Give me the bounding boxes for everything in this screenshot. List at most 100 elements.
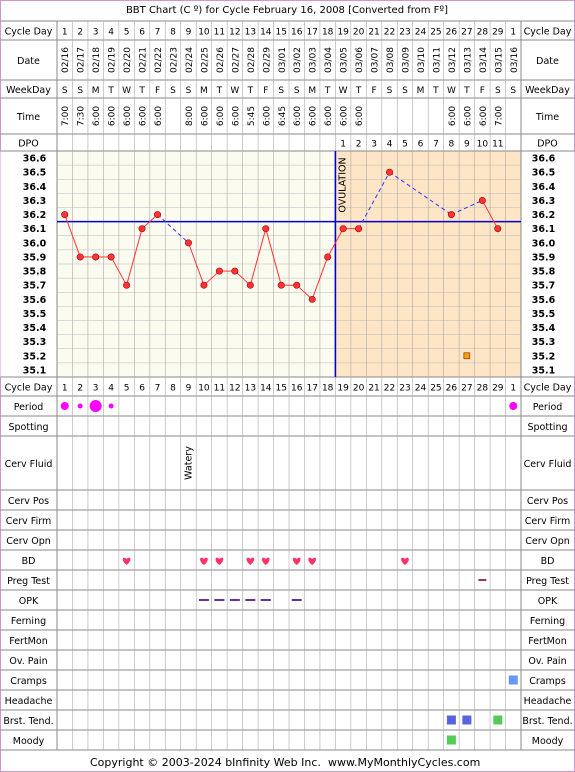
row-label-right: Brst. Tend. <box>522 716 572 727</box>
time-cell: 6:00 <box>231 106 241 126</box>
temp-axis-label-right: 36.5 <box>532 168 555 179</box>
date-cell: 02/29 <box>262 47 272 73</box>
cycle-day-cell: 20 <box>353 28 365 38</box>
date-cell: 02/17 <box>77 47 87 73</box>
date-cell: 03/08 <box>386 47 396 73</box>
cycle-day-cell: 1 <box>510 28 516 38</box>
weekday-cell: S <box>294 86 300 96</box>
cycle-day-cell: 18 <box>322 28 334 38</box>
weekday-cell: S <box>278 86 284 96</box>
cycle-day-cell-2: 16 <box>291 384 303 394</box>
temp-point <box>61 211 69 219</box>
cycle-day-label-left: Cycle Day <box>5 27 53 38</box>
temp-line-segment <box>126 228 143 286</box>
weekday-cell: M <box>417 86 425 96</box>
cycle-day-cell-2: 10 <box>198 384 210 394</box>
weekday-cell: T <box>463 86 470 96</box>
row-label-left: Moody <box>13 736 45 747</box>
temp-axis-label-left: 36.4 <box>23 182 47 193</box>
row-label-right: Cerv Fluid <box>524 459 572 470</box>
dpo-cell: 9 <box>464 140 470 150</box>
time-cell: 6:00 <box>340 106 350 126</box>
row-label-right: Cerv Firm <box>525 516 570 527</box>
temp-axis-label-left: 36.3 <box>23 196 46 207</box>
time-label-left: Time <box>16 112 40 123</box>
temp-axis-label-left: 36.2 <box>23 210 46 221</box>
cycle-day-cell: 14 <box>260 28 272 38</box>
row-label-right: Preg Test <box>526 576 569 587</box>
dpo-cell: 4 <box>387 140 393 150</box>
cycle-day-cell-2: 21 <box>368 384 379 394</box>
cycle-day-cell: 27 <box>461 28 472 38</box>
cycle-day-cell-2: 29 <box>492 384 504 394</box>
temp-point <box>215 267 223 275</box>
temp-axis-label-left: 36.1 <box>23 224 46 235</box>
time-label-right: Time <box>535 112 559 123</box>
date-cell: 02/21 <box>139 47 149 73</box>
weekday-cell: T <box>107 86 114 96</box>
temp-axis-label-right: 35.8 <box>532 267 556 278</box>
period-mark <box>108 403 114 409</box>
weekday-cell: T <box>138 86 145 96</box>
row-label-right: OPK <box>538 596 558 607</box>
weekday-cell: M <box>92 86 100 96</box>
temp-line-segment <box>327 228 344 258</box>
time-cell: 6:00 <box>216 106 226 126</box>
website-link[interactable]: www.MyMonthlyCycles.com <box>328 756 480 769</box>
cycle-day-cell-2: 5 <box>124 384 130 394</box>
cycle-day-cell-2: 12 <box>229 384 240 394</box>
temp-axis-label-right: 35.5 <box>532 309 555 320</box>
breast-tenderness-mark <box>446 715 456 725</box>
time-cell: 6:00 <box>293 106 303 126</box>
row-label-right: BD <box>541 556 555 567</box>
date-cell: 02/28 <box>247 47 257 73</box>
cycle-day-cell: 12 <box>229 28 240 38</box>
cycle-day-cell: 3 <box>93 28 99 38</box>
cycle-day-cell-2: 19 <box>337 384 349 394</box>
cycle-day-cell-2: 24 <box>415 384 427 394</box>
temp-point <box>324 253 332 261</box>
cycle-day-cell-2: 26 <box>446 384 458 394</box>
cerv-fluid-mark: Watery <box>183 446 194 480</box>
row-label-left: Period <box>14 402 44 413</box>
time-cell: 6:00 <box>355 106 365 126</box>
cycle-day-cell: 29 <box>492 28 504 38</box>
date-cell: 02/23 <box>170 47 180 73</box>
weekday-cell: S <box>62 86 68 96</box>
cycle-day-cell: 4 <box>108 28 114 38</box>
cycle-day-cell-2: 20 <box>353 384 365 394</box>
temp-line-segment <box>110 256 128 286</box>
time-cell: 6:00 <box>463 106 473 126</box>
cycle-day-cell-2: 6 <box>139 384 145 394</box>
date-cell: 03/03 <box>309 47 319 73</box>
temp-line-segment <box>311 256 329 300</box>
breast-tenderness-mark <box>493 715 503 725</box>
temp-point <box>231 267 239 275</box>
cycle-day-cell-2: 9 <box>186 384 192 394</box>
cycle-day-cell-2: 4 <box>108 384 114 394</box>
weekday-cell: M <box>200 86 208 96</box>
time-cell: 7:00 <box>61 106 71 126</box>
temp-axis-label-left: 35.3 <box>23 337 46 348</box>
time-cell: 6:00 <box>479 106 489 126</box>
ovulation-label: OVULATION <box>337 157 348 212</box>
time-cell: 6:45 <box>278 106 288 126</box>
weekday-cell: T <box>247 86 254 96</box>
weekday-cell: W <box>447 86 456 96</box>
temp-axis-label-left: 35.1 <box>23 365 46 376</box>
time-cell: 6:00 <box>92 106 102 126</box>
cycle-day-cell-2: 14 <box>260 384 272 394</box>
date-cell: 03/09 <box>402 47 412 73</box>
cycle-day-cell: 5 <box>124 28 130 38</box>
cycle-day-cell-2: 1 <box>62 384 68 394</box>
temp-axis-label-left: 35.8 <box>23 267 47 278</box>
cycle-day-cell-2: 2 <box>77 384 83 394</box>
temp-axis-label-right: 36.1 <box>532 224 555 235</box>
date-cell: 03/13 <box>463 47 473 73</box>
cycle-day-cell-2: 1 <box>510 384 516 394</box>
cycle-day-cell: 28 <box>477 28 489 38</box>
time-cell: 6:00 <box>262 106 272 126</box>
temp-point <box>154 211 162 219</box>
row-label-right: Spotting <box>527 422 567 433</box>
